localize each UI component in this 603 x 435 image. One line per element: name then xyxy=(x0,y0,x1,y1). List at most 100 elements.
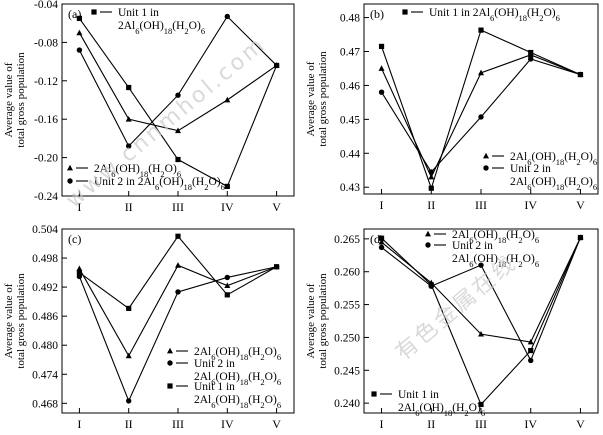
y-tick-label: -0.12 xyxy=(34,76,58,88)
y-axis-label: Average value oftotal gross population xyxy=(305,273,329,369)
legend-marker-triangle xyxy=(483,152,489,159)
legend-label: 2Al6(OH)18(H2O)6 xyxy=(194,346,281,362)
y-tick-label: 0.45 xyxy=(340,114,360,126)
x-tick-label: V xyxy=(576,198,585,212)
data-point-circle xyxy=(528,357,534,364)
x-tick-label: IV xyxy=(221,417,234,431)
x-tick-label: II xyxy=(427,198,435,212)
legend-label: Unit 1 in xyxy=(398,389,439,401)
data-point-triangle xyxy=(224,96,231,103)
y-tick-label: 0.47 xyxy=(340,47,360,59)
y-tick-label: 0.48 xyxy=(340,13,360,25)
data-point-triangle xyxy=(527,338,534,345)
y-tick-label: 0.492 xyxy=(32,282,58,294)
x-tick-label: IV xyxy=(221,200,234,214)
data-point-triangle xyxy=(175,262,181,268)
data-point-circle xyxy=(378,244,385,251)
legend-label: 2Al6(OH)18(H2O)6 xyxy=(94,163,181,179)
data-point-square xyxy=(126,84,132,91)
data-point-circle xyxy=(126,143,132,149)
data-point-circle xyxy=(528,56,534,62)
panel-label: (b) xyxy=(370,7,384,21)
legend-label: 2Al6(OH)18(H2O)6 xyxy=(194,394,281,410)
y-tick-label: 0.250 xyxy=(334,332,360,344)
x-tick-label: I xyxy=(380,198,384,212)
data-point-square xyxy=(478,401,484,408)
legend-label: Unit 1 in xyxy=(118,7,159,19)
data-point-square xyxy=(478,27,484,33)
legend-marker-square xyxy=(167,383,173,389)
legend-marker-square xyxy=(91,9,97,15)
data-point-triangle xyxy=(224,282,231,289)
data-point-triangle xyxy=(478,69,484,76)
series-line-triangle xyxy=(78,264,277,357)
data-point-square xyxy=(378,43,385,50)
data-point-triangle xyxy=(125,352,132,359)
x-tick-label: III xyxy=(172,200,184,214)
x-tick-label: III xyxy=(475,417,487,431)
data-point-square xyxy=(76,269,82,276)
y-tick-label: -0.20 xyxy=(34,153,58,165)
legend-marker-square xyxy=(402,9,408,15)
data-point-square xyxy=(378,235,385,241)
data-point-circle xyxy=(224,274,230,281)
y-tick-label: 0.245 xyxy=(334,365,360,377)
legend-label: 2Al6(OH)18(H2O)6 xyxy=(452,253,539,269)
legend-label: 2Al6(OH)18(H2O)6 xyxy=(510,151,597,167)
data-point-circle xyxy=(273,264,280,270)
x-tick-label: V xyxy=(576,417,585,431)
legend-entry-triangle: 2Al6(OH)18(H2O)6 xyxy=(67,163,181,179)
data-point-circle xyxy=(76,273,83,280)
y-tick-label: 0.468 xyxy=(32,398,58,410)
data-point-square xyxy=(428,185,434,191)
data-point-square xyxy=(528,347,534,354)
y-axis-label: Average value oftotal gross population xyxy=(3,52,27,148)
legend-label: Unit 1 in 2Al6(OH)18(H2O)6 xyxy=(429,7,560,23)
x-tick-label: I xyxy=(380,417,384,431)
x-tick-label: II xyxy=(125,200,133,214)
y-tick-label: 0.44 xyxy=(340,148,360,160)
x-tick-label: II xyxy=(125,417,133,431)
y-tick-label: 0.265 xyxy=(334,234,360,246)
legend-entry-triangle: 2Al6(OH)18(H2O)6 xyxy=(167,346,281,362)
data-point-triangle xyxy=(175,127,181,134)
legend-marker-circle xyxy=(67,178,73,184)
data-point-circle xyxy=(428,283,434,289)
x-tick-label: IV xyxy=(524,198,537,212)
legend-entry-circle: Unit 2 in 2Al6(OH)18(H2O)6 xyxy=(67,176,225,192)
y-axis-label: Average value oftotal gross population xyxy=(305,51,329,147)
y-tick-label: -0.24 xyxy=(34,191,58,203)
panel-b: (b)0.430.440.450.460.470.48I II III IV VAver… xyxy=(305,3,599,212)
data-point-square xyxy=(224,292,230,298)
legend-marker-circle xyxy=(167,360,173,366)
legend-marker-triangle xyxy=(425,230,431,237)
legend-label: 2Al6(OH)18(H2O)6 xyxy=(452,229,539,245)
y-tick-label: 0.240 xyxy=(334,398,360,410)
data-point-triangle xyxy=(378,238,385,245)
y-tick-label: 0.498 xyxy=(32,253,58,265)
data-point-triangle xyxy=(378,65,385,71)
y-tick-label: 0.260 xyxy=(334,267,360,279)
legend-label: Unit 2 in xyxy=(452,240,493,252)
legend-label: Unit 1 in xyxy=(194,381,235,393)
legend-marker-circle xyxy=(483,165,489,171)
legend-marker-square xyxy=(371,391,377,397)
data-point-circle xyxy=(175,289,181,295)
legend-entry-square: Unit 1 in 2Al6(OH)18(H2O)6 xyxy=(402,7,560,23)
legend-marker-circle xyxy=(425,242,431,248)
y-tick-label: 0.486 xyxy=(32,311,58,323)
legend-label: 2Al6(OH)18(H2O)6 xyxy=(510,176,597,192)
series-line-square xyxy=(79,235,277,310)
legend-marker-triangle xyxy=(67,164,73,171)
legend-label: 2Al6(OH)18(H2O)6 xyxy=(194,371,281,387)
data-point-circle xyxy=(273,62,280,69)
data-point-square xyxy=(76,15,82,21)
panel-label: (c) xyxy=(68,232,81,246)
data-point-triangle xyxy=(428,279,435,286)
